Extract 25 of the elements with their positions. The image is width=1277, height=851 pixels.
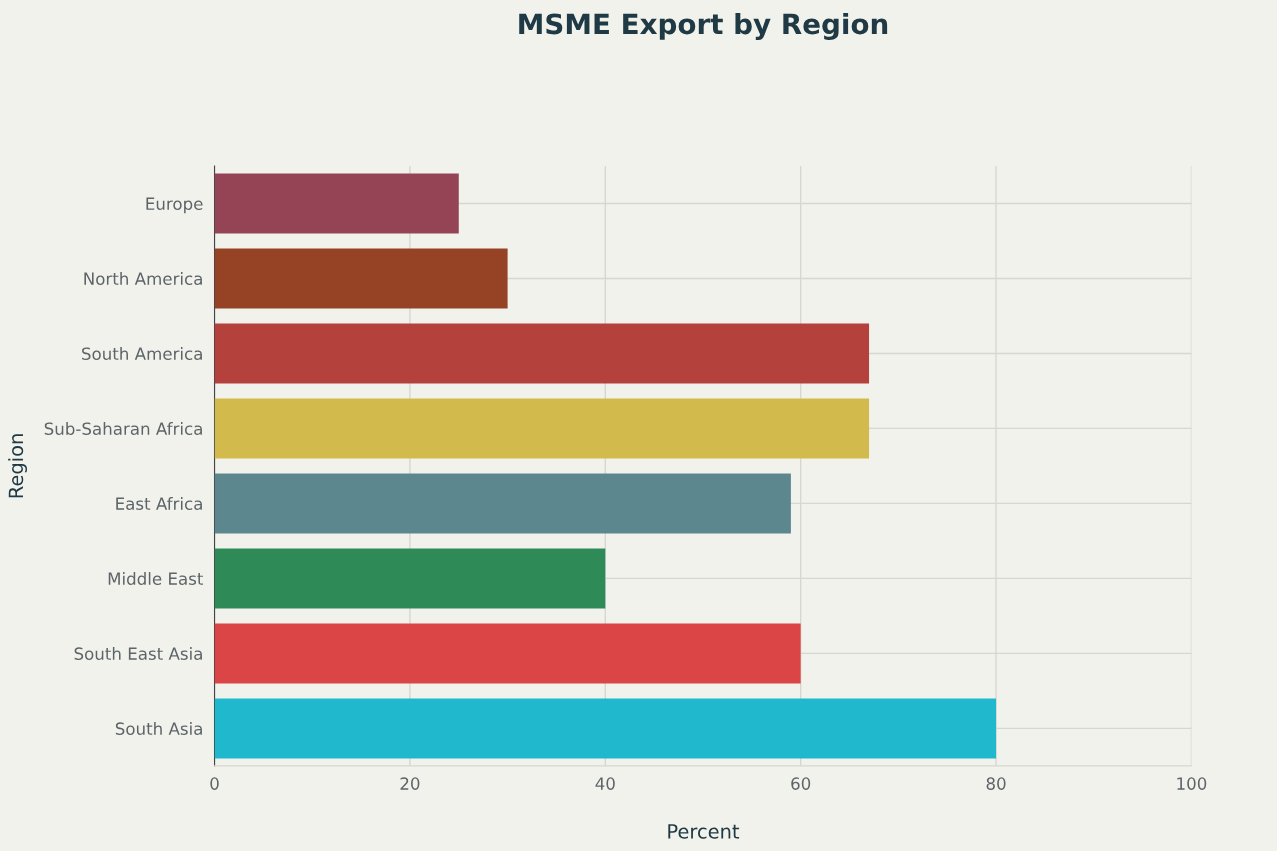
bar xyxy=(214,248,508,309)
bar xyxy=(214,173,459,234)
x-tick-label: 0 xyxy=(210,777,219,790)
y-tick-label: South America xyxy=(82,347,202,360)
y-tick-label: East Africa xyxy=(116,497,202,510)
x-tick-label: 80 xyxy=(986,777,1006,790)
y-axis-title: Region xyxy=(8,434,27,498)
y-tick-label: Middle East xyxy=(108,572,204,585)
x-tick-label: 60 xyxy=(791,777,811,790)
bar xyxy=(214,623,801,684)
y-tick-label: Europe xyxy=(146,197,203,214)
y-tick-label: Sub-Saharan Africa xyxy=(44,422,202,435)
x-tick-label: 100 xyxy=(1177,777,1207,790)
chart-title: MSME Export by Region xyxy=(519,12,888,40)
y-tick-label: North America xyxy=(84,272,202,286)
x-tick-label: 20 xyxy=(400,777,420,790)
y-tick-label: South East Asia xyxy=(74,647,202,660)
bar xyxy=(214,548,606,609)
bar xyxy=(214,323,870,384)
y-tick-label: South Asia xyxy=(115,722,202,735)
bar xyxy=(214,698,997,759)
bar xyxy=(214,398,870,459)
x-axis-title: Percent xyxy=(668,824,740,839)
bar xyxy=(214,473,791,534)
x-tick-label: 40 xyxy=(595,777,615,790)
